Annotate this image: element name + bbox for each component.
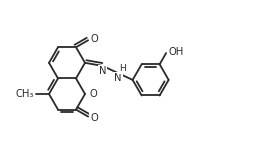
Text: O: O (90, 34, 98, 44)
Text: CH₃: CH₃ (16, 89, 34, 99)
Text: N: N (99, 66, 106, 76)
Text: O: O (90, 113, 98, 123)
Text: O: O (90, 89, 98, 99)
Text: OH: OH (168, 47, 183, 57)
Text: N: N (114, 73, 122, 83)
Text: H: H (119, 64, 126, 73)
